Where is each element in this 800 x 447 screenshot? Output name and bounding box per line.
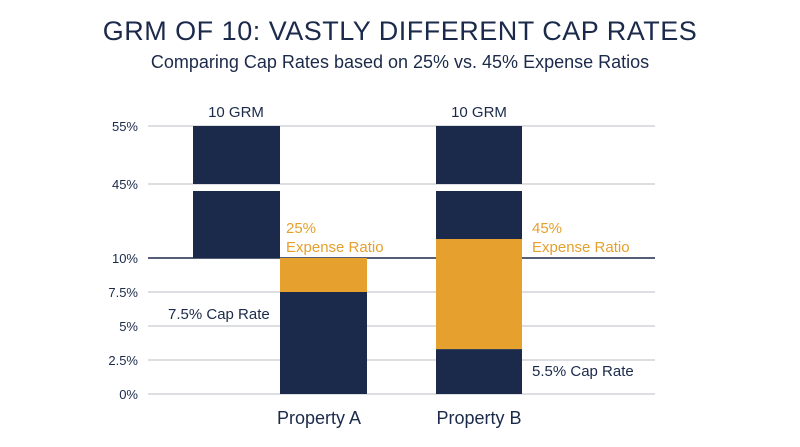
x-tick-label-property-b: Property B	[436, 408, 521, 428]
y-tick-label: 0%	[119, 387, 138, 402]
expense-text-a: Expense Ratio	[286, 239, 384, 256]
grm-bar-upper-b	[436, 126, 522, 184]
expense-bar-a	[280, 258, 367, 292]
cap-rate-label-a: 7.5% Cap Rate	[168, 306, 270, 323]
chart-subtitle: Comparing Cap Rates based on 25% vs. 45%…	[150, 52, 650, 72]
grm-label-b: 10 GRM	[451, 104, 507, 121]
grm-bar-lower-a	[193, 191, 280, 258]
y-tick-label: 10%	[112, 251, 138, 266]
cap-rate-label-b: 5.5% Cap Rate	[532, 363, 634, 380]
y-tick-label: 5%	[119, 319, 138, 334]
y-tick-label: 45%	[112, 177, 138, 192]
cap-rate-bar-a	[280, 292, 367, 394]
y-tick-label: 7.5%	[108, 285, 138, 300]
grm-bar-mid-b	[436, 191, 522, 239]
y-tick-label: 55%	[112, 119, 138, 134]
grm-bar-upper-a	[193, 126, 280, 184]
grm-label-a: 10 GRM	[208, 104, 264, 121]
expense-bar-b	[436, 239, 522, 350]
x-tick-label-property-a: Property A	[277, 408, 361, 428]
cap-rate-bar-b	[436, 349, 522, 394]
expense-text-b: Expense Ratio	[532, 239, 630, 256]
y-tick-label: 2.5%	[108, 353, 138, 368]
chart-title: GRM OF 10: VASTLY DIFFERENT CAP RATES	[102, 16, 698, 46]
expense-pct-b: 45%	[532, 220, 562, 237]
expense-pct-a: 25%	[286, 220, 316, 237]
